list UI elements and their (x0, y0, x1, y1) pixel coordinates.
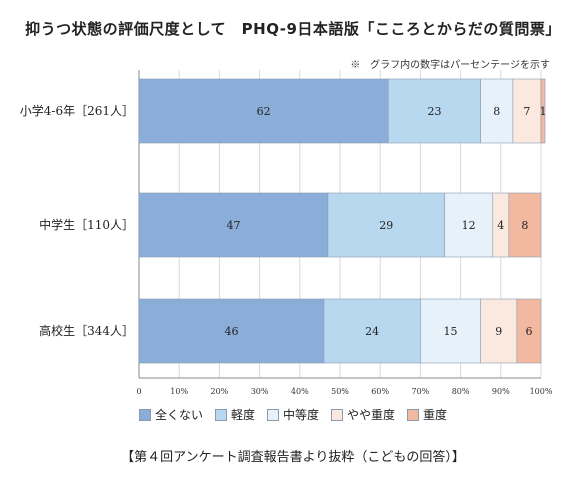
x-tick-label: 50% (331, 387, 349, 396)
legend-item: 中等度 (266, 406, 319, 423)
category-labels: 小学4-6年［261人］ 中学生［110人］ 高校生［344人］ (20, 103, 134, 338)
bar-segment (516, 298, 542, 364)
x-tick-label: 90% (492, 387, 510, 396)
source-caption: 【第４回アンケート調査報告書より抜粋（こどもの回答）】 (121, 450, 465, 465)
data-label: 8 (521, 219, 528, 232)
data-label: 15 (444, 325, 458, 338)
chart-note: ※ グラフ内の数字はパーセンテージを示す (350, 60, 550, 71)
bar-segment (420, 298, 481, 364)
category-label: 中学生［110人］ (39, 217, 134, 232)
bar-segment (323, 298, 421, 364)
x-tick-labels: 0 10% 20% 30% 40% 50% 60% 70% 80% 90% 100% (136, 387, 552, 396)
legend: 全くない 軽度 中等度 やや重度 重度 (0, 406, 586, 424)
x-tick-label: 0 (136, 387, 141, 396)
x-tick-label: 100% (530, 387, 553, 396)
data-label: 62 (257, 105, 271, 118)
bar-segment (138, 298, 325, 364)
bar-segment (480, 78, 514, 144)
legend-item: 全くない (138, 406, 203, 423)
x-tick-label: 10% (170, 387, 188, 396)
x-tick-label: 30% (251, 387, 269, 396)
legend-label: 重度 (423, 408, 448, 422)
legend-swatch (331, 408, 343, 421)
x-tick-label: 70% (412, 387, 430, 396)
legend-swatch (266, 408, 279, 421)
legend-item: やや重度 (331, 406, 395, 423)
legend-label: 中等度 (282, 408, 319, 422)
legend-swatch (407, 408, 420, 421)
chart-title: 抑うつ状態の評価尺度として PHQ-9日本語版「こころとからだの質問票」 (25, 20, 561, 38)
legend-label: 軽度 (230, 408, 255, 422)
data-label: 7 (523, 105, 530, 118)
bar-segment (444, 192, 494, 258)
x-tick-label: 80% (452, 387, 470, 396)
legend-item: 重度 (407, 406, 447, 423)
data-label: 9 (495, 325, 502, 338)
stacked-bar-chart: 62 23 8 7 1 47 29 12 4 8 46 24 15 9 6 0 10% 20% 30% 40% 50%… (20, 70, 553, 396)
data-label: 23 (427, 105, 441, 118)
bar-segment (540, 78, 546, 144)
bar-segment (327, 192, 445, 258)
data-label: 6 (525, 325, 532, 338)
legend-item: 軽度 (214, 406, 255, 423)
category-label: 高校生［344人］ (39, 323, 134, 338)
data-label: 29 (379, 219, 393, 232)
data-label: 46 (224, 325, 238, 338)
legend-swatch (214, 408, 227, 421)
bar-segment (508, 192, 542, 258)
legend-label: 全くない (154, 408, 203, 422)
legend-swatch (138, 408, 151, 421)
data-label: 8 (493, 105, 500, 118)
data-label: 47 (226, 219, 240, 232)
category-label: 小学4-6年［261人］ (20, 103, 134, 118)
legend-label: やや重度 (347, 408, 396, 422)
bar-segment (138, 192, 329, 258)
bar-segment (138, 78, 389, 144)
x-tick-label: 40% (291, 387, 309, 396)
x-tick-label: 20% (211, 387, 229, 396)
data-label: 12 (462, 219, 476, 232)
bars: 62 23 8 7 1 47 29 12 4 8 46 24 15 9 6 (138, 78, 547, 364)
x-tick-label: 60% (371, 387, 389, 396)
data-label: 4 (497, 219, 504, 232)
data-label: 24 (365, 325, 379, 338)
bar-segment (480, 298, 518, 364)
data-label: 1 (540, 105, 547, 118)
